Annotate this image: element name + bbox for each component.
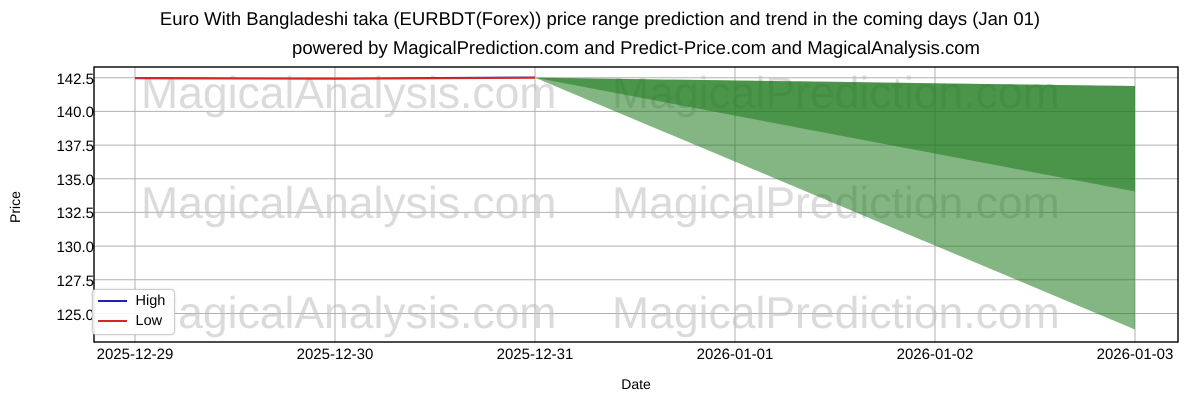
svg-text:MagicalAnalysis.com: MagicalAnalysis.com	[141, 289, 556, 338]
svg-text:MagicalPrediction.com: MagicalPrediction.com	[612, 289, 1060, 338]
svg-text:MagicalAnalysis.com: MagicalAnalysis.com	[141, 179, 556, 228]
svg-text:MagicalAnalysis.com: MagicalAnalysis.com	[141, 69, 556, 118]
